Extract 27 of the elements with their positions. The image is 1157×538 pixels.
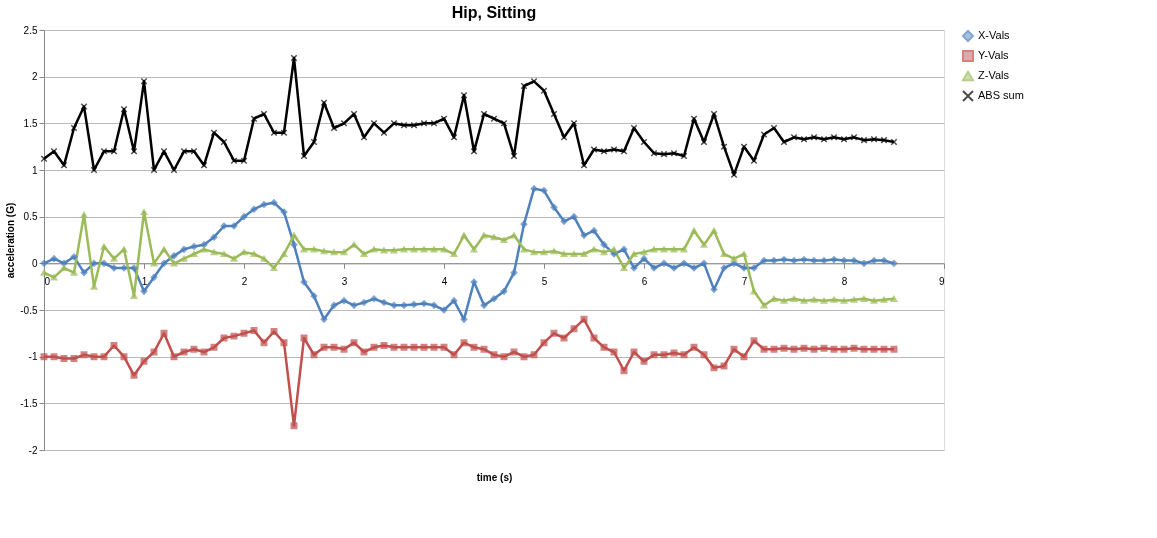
y-tick-label: -1.5 — [20, 397, 38, 409]
x-tick-label: 4 — [441, 275, 448, 287]
y-tick-label: -2 — [28, 444, 38, 456]
legend-label: Z-Vals — [978, 69, 1010, 81]
x-tick-label: 0 — [44, 275, 51, 287]
y-tick-label: 2.5 — [23, 24, 38, 36]
legend-label: ABS sum — [978, 89, 1024, 101]
y-tick-label: 1 — [31, 164, 38, 176]
x-tick-label: 2 — [241, 275, 248, 287]
chart-title: Hip, Sitting — [451, 4, 537, 21]
y-tick-label: 0 — [31, 257, 38, 269]
y-axis-title: acceleration (G) — [5, 202, 17, 279]
x-tick-label: 1 — [141, 275, 148, 287]
y-tick-label: 1.5 — [23, 117, 38, 129]
x-tick-label: 7 — [741, 275, 748, 287]
x-tick-label: 8 — [841, 275, 848, 287]
x-tick-label: 9 — [938, 275, 945, 287]
x-axis-title: time (s) — [476, 471, 513, 483]
y-tick-label: 2 — [31, 71, 38, 83]
x-tick-label: 5 — [541, 275, 548, 287]
legend-label: X-Vals — [978, 29, 1011, 41]
y-tick-label: -0.5 — [20, 304, 38, 316]
x-tick-label: 6 — [641, 275, 648, 287]
y-tick-label: -1 — [28, 351, 38, 363]
y-tick-label: 0.5 — [23, 211, 38, 223]
x-tick-label: 3 — [341, 275, 348, 287]
legend-label: Y-Vals — [978, 49, 1010, 61]
